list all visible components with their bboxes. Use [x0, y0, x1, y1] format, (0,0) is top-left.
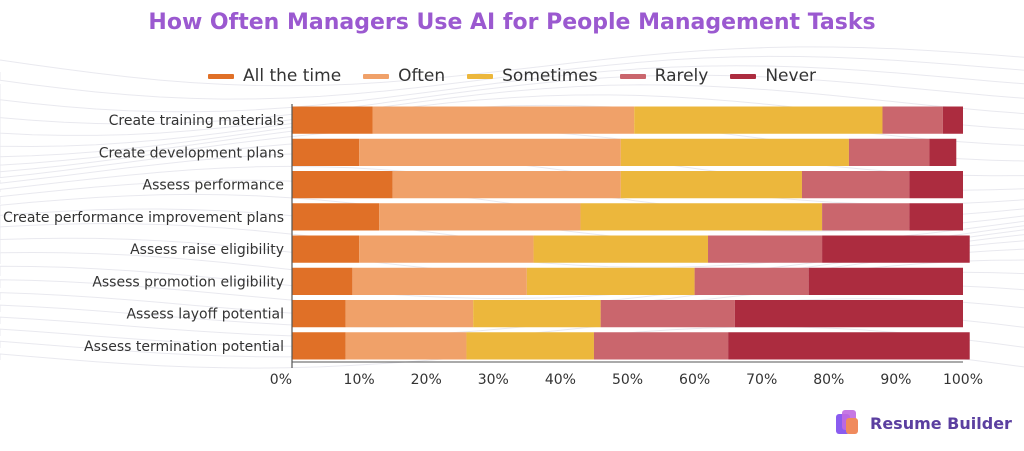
bar-segment: [909, 171, 963, 199]
background-wave-line: [0, 55, 1024, 100]
background-wave-line: [0, 298, 1024, 337]
bar-segment: [345, 332, 467, 360]
bar-segment: [292, 332, 346, 360]
x-tick-label: 90%: [880, 372, 911, 388]
bar-segment: [379, 203, 581, 231]
x-tick-label: 60%: [679, 372, 710, 388]
x-tick-label: 40%: [545, 372, 576, 388]
background-wave-line: [0, 84, 1024, 136]
x-tick-label: 10%: [344, 372, 375, 388]
resume-builder-logo-icon: [836, 410, 858, 434]
bar-segment: [882, 106, 943, 134]
x-tick-label: 30%: [478, 372, 509, 388]
legend-swatch: [467, 73, 494, 79]
x-tick-label: 0%: [270, 372, 292, 388]
legend-item: Sometimes: [467, 66, 598, 86]
bar-segment: [694, 267, 809, 295]
bar-segment: [808, 267, 963, 295]
legend-label: Rarely: [654, 66, 709, 86]
bar-segment: [392, 171, 621, 199]
category-label: Create performance improvement plans: [3, 210, 284, 226]
brand: Resume Builder: [834, 408, 1012, 438]
background-wave-line: [0, 74, 1024, 125]
category-label: Create development plans: [99, 145, 284, 161]
bar-segment: [292, 235, 360, 263]
category-label: Assess termination potential: [84, 339, 284, 355]
bar-segment: [909, 203, 963, 231]
bar-segment: [359, 235, 534, 263]
x-tick-label: 100%: [943, 372, 983, 388]
legend-label: All the time: [242, 66, 342, 86]
bar-segment: [466, 332, 594, 360]
bar-segment: [728, 332, 970, 360]
bar-segment: [292, 106, 373, 134]
bar-segment: [822, 203, 910, 231]
category-label: Assess performance: [143, 178, 284, 194]
bar-segment: [620, 138, 849, 166]
bar-segment: [634, 106, 883, 134]
bar-segment: [292, 203, 380, 231]
bar-segment: [359, 138, 621, 166]
legend-swatch: [730, 73, 757, 79]
bar-segment: [593, 332, 729, 360]
background-wave-line: [0, 248, 1024, 300]
background-wave-line: [0, 46, 1024, 87]
legend-item: Often: [363, 66, 445, 86]
bar-segment: [822, 235, 970, 263]
x-tick-label: 50%: [612, 372, 643, 388]
brand-name: Resume Builder: [870, 413, 1012, 433]
category-label: Assess layoff potential: [126, 307, 284, 323]
bar-segment: [734, 300, 963, 328]
x-tick-label: 70%: [746, 372, 777, 388]
bar-segment: [600, 300, 735, 328]
legend-item: Never: [730, 66, 816, 86]
background-wave-line: [0, 65, 1024, 113]
bar-segment: [292, 300, 346, 328]
bar-segment: [708, 235, 823, 263]
category-label: Create training materials: [109, 113, 284, 129]
bar-segment: [473, 300, 601, 328]
chart-title: How Often Managers Use AI for People Man…: [148, 10, 876, 35]
bar-segment: [580, 203, 823, 231]
bar-segment: [620, 171, 802, 199]
bar-segment: [929, 138, 957, 166]
legend-label: Often: [398, 66, 446, 86]
bar-segment: [352, 267, 527, 295]
bar-segment: [848, 138, 930, 166]
legend-swatch: [363, 73, 390, 79]
legend-label: Never: [765, 66, 817, 86]
x-tick-label: 20%: [411, 372, 442, 388]
category-label: Assess promotion eligibility: [92, 274, 284, 290]
legend-swatch: [207, 73, 234, 79]
bar-segment: [801, 171, 910, 199]
bar-segment: [292, 138, 360, 166]
bar-segment: [292, 267, 353, 295]
bar-segment: [292, 171, 393, 199]
bar-segment: [345, 300, 474, 328]
bar-segment: [372, 106, 635, 134]
category-label: Assess raise eligibility: [130, 242, 284, 258]
legend-label: Sometimes: [502, 66, 598, 86]
bar-segment: [526, 267, 695, 295]
legend: All the time Often Sometimes Rarely Never: [0, 66, 1024, 86]
bar-segment: [533, 235, 709, 263]
background-wave-line: [0, 179, 1024, 232]
bar-segment: [942, 106, 963, 134]
legend-item: Rarely: [619, 66, 709, 86]
x-tick-label: 80%: [813, 372, 844, 388]
legend-item: All the time: [207, 66, 342, 86]
legend-swatch: [619, 73, 646, 79]
